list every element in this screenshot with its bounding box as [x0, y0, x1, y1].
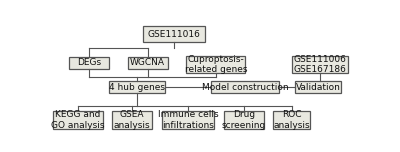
FancyBboxPatch shape: [109, 81, 165, 93]
Text: KEGG and
GO analysis: KEGG and GO analysis: [51, 110, 105, 130]
FancyBboxPatch shape: [295, 81, 342, 93]
Text: GSE111006
GSE167186: GSE111006 GSE167186: [293, 55, 346, 74]
FancyBboxPatch shape: [211, 81, 279, 93]
Text: ROC
analysis: ROC analysis: [274, 110, 310, 130]
FancyBboxPatch shape: [69, 57, 109, 69]
Text: Immune cells
infiltrations: Immune cells infiltrations: [158, 110, 218, 130]
FancyBboxPatch shape: [292, 56, 348, 73]
Text: Cuproptosis-
related genes: Cuproptosis- related genes: [185, 55, 247, 74]
FancyBboxPatch shape: [143, 26, 205, 42]
FancyBboxPatch shape: [162, 111, 214, 130]
FancyBboxPatch shape: [224, 111, 264, 130]
Text: GSE111016: GSE111016: [148, 29, 200, 39]
FancyBboxPatch shape: [273, 111, 310, 130]
Text: Drug
screening: Drug screening: [222, 110, 266, 130]
Text: 4 hub genes: 4 hub genes: [109, 83, 165, 92]
Text: WGCNA: WGCNA: [130, 58, 165, 67]
FancyBboxPatch shape: [186, 56, 245, 73]
Text: Model construction: Model construction: [202, 83, 289, 92]
Text: DEGs: DEGs: [77, 58, 101, 67]
Text: Validation: Validation: [296, 83, 340, 92]
FancyBboxPatch shape: [53, 111, 103, 130]
FancyBboxPatch shape: [112, 111, 152, 130]
Text: GSEA
analysis: GSEA analysis: [114, 110, 150, 130]
FancyBboxPatch shape: [128, 57, 168, 69]
